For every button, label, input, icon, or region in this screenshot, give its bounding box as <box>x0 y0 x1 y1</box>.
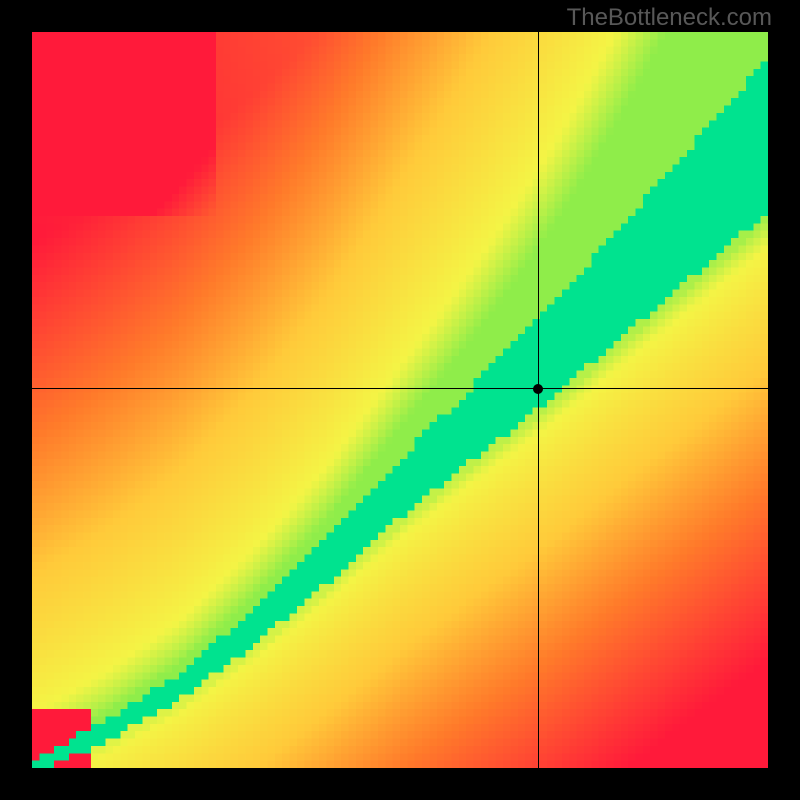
data-point-marker <box>533 384 543 394</box>
crosshair-horizontal <box>32 388 768 389</box>
watermark-text: TheBottleneck.com <box>567 4 772 32</box>
crosshair-vertical <box>538 32 539 768</box>
bottleneck-heatmap <box>32 32 768 768</box>
chart-container: TheBottleneck.com <box>0 0 800 800</box>
